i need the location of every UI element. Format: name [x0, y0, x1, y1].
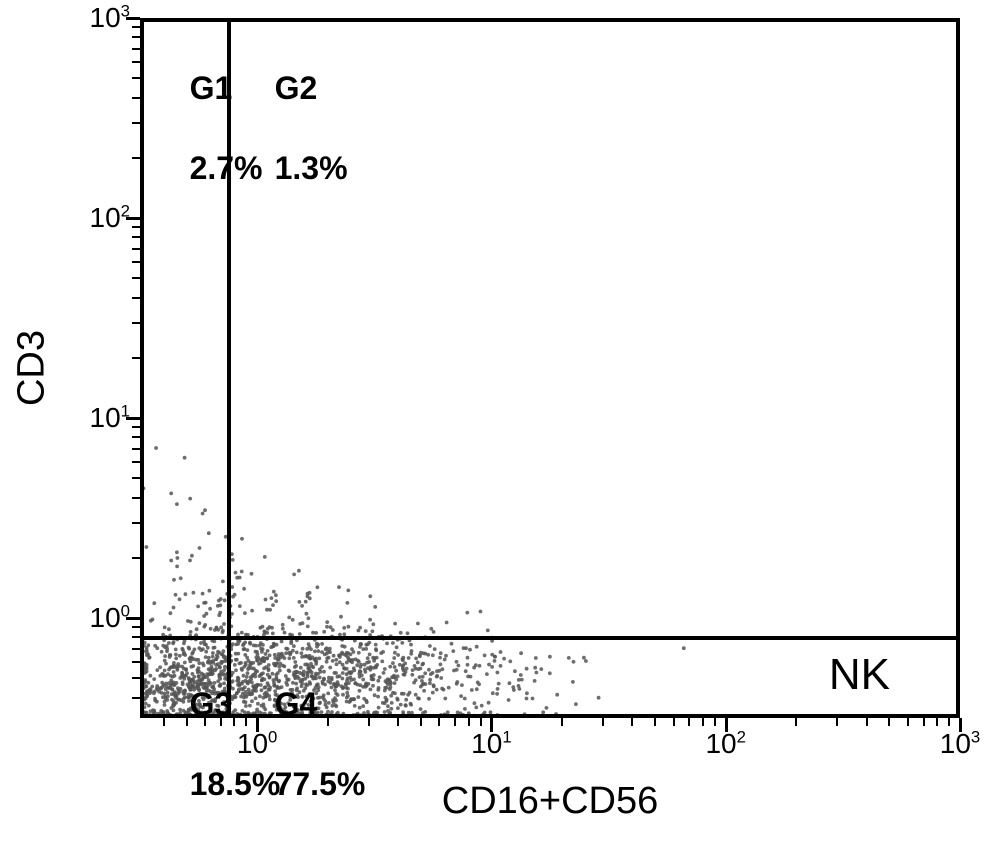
y-tick-minor	[132, 477, 140, 479]
y-tick-label: 100	[70, 602, 130, 634]
y-tick-minor	[132, 236, 140, 238]
x-tick-minor	[420, 718, 422, 726]
y-tick-label: 103	[70, 2, 130, 34]
x-tick-label: 103	[940, 728, 981, 760]
y-tick-minor	[132, 97, 140, 99]
x-tick-minor	[836, 718, 838, 726]
x-tick-minor	[163, 718, 165, 726]
x-tick-minor	[936, 718, 938, 726]
y-tick-major	[126, 17, 140, 20]
gate-g1-name: G1	[190, 70, 233, 106]
y-tick-label: 102	[70, 202, 130, 234]
y-tick-minor	[132, 626, 140, 628]
x-tick-minor	[233, 718, 235, 726]
y-tick-major	[126, 217, 140, 220]
x-tick-major	[959, 718, 962, 732]
y-tick-minor	[132, 157, 140, 159]
y-tick-minor	[132, 248, 140, 250]
y-tick-minor	[132, 661, 140, 663]
gate-g3-name: G3	[190, 686, 233, 722]
x-tick-minor	[186, 718, 188, 726]
scatter-layer	[0, 0, 1000, 839]
x-tick-minor	[673, 718, 675, 726]
x-tick-minor	[702, 718, 704, 726]
y-tick-minor	[132, 357, 140, 359]
x-axis-title: CD16+CD56	[442, 780, 659, 823]
y-tick-minor	[132, 436, 140, 438]
x-tick-minor	[714, 718, 716, 726]
x-tick-major	[725, 718, 728, 732]
x-tick-minor	[602, 718, 604, 726]
x-tick-minor	[368, 718, 370, 726]
x-tick-minor	[654, 718, 656, 726]
gate-g2-name: G2	[275, 70, 318, 106]
x-tick-minor	[688, 718, 690, 726]
y-tick-minor	[132, 261, 140, 263]
y-tick-major	[126, 417, 140, 420]
x-tick-minor	[561, 718, 563, 726]
y-tick-minor	[132, 61, 140, 63]
y-tick-minor	[132, 557, 140, 559]
y-tick-minor	[132, 697, 140, 699]
gate-g4-name: G4	[275, 686, 318, 722]
y-tick-minor	[132, 461, 140, 463]
x-tick-minor	[795, 718, 797, 726]
x-tick-minor	[907, 718, 909, 726]
x-tick-label: 102	[705, 728, 746, 760]
x-tick-minor	[631, 718, 633, 726]
y-tick-minor	[132, 522, 140, 524]
y-tick-minor	[132, 322, 140, 324]
y-axis-title: CD3	[11, 330, 54, 406]
x-tick-minor	[327, 718, 329, 726]
x-tick-minor	[480, 718, 482, 726]
y-tick-minor	[132, 497, 140, 499]
y-tick-minor	[132, 448, 140, 450]
x-tick-minor	[220, 718, 222, 726]
x-tick-minor	[245, 718, 247, 726]
y-tick-minor	[132, 122, 140, 124]
x-tick-minor	[948, 718, 950, 726]
gate-g2-percent: 1.3%	[275, 150, 348, 186]
quadrant-line-horizontal	[140, 636, 960, 640]
gate-g2-label: G2 1.3%	[239, 28, 348, 228]
x-tick-label: 100	[237, 728, 278, 760]
y-tick-minor	[132, 226, 140, 228]
x-tick-minor	[397, 718, 399, 726]
x-tick-minor	[923, 718, 925, 726]
population-label: NK	[829, 650, 890, 700]
y-tick-minor	[132, 36, 140, 38]
chart-container: G1 2.7% G2 1.3% G3 18.5% G4 77.5% NK CD1…	[0, 0, 1000, 839]
gate-g4-percent: 77.5%	[275, 766, 366, 802]
y-tick-label: 101	[70, 402, 130, 434]
y-tick-minor	[132, 77, 140, 79]
x-tick-minor	[204, 718, 206, 726]
y-tick-minor	[132, 426, 140, 428]
y-tick-minor	[132, 48, 140, 50]
y-tick-minor	[132, 677, 140, 679]
y-tick-major	[126, 617, 140, 620]
x-tick-major	[490, 718, 493, 732]
x-tick-minor	[888, 718, 890, 726]
y-tick-minor	[132, 636, 140, 638]
y-tick-minor	[132, 277, 140, 279]
x-tick-minor	[468, 718, 470, 726]
y-tick-minor	[132, 648, 140, 650]
x-tick-minor	[866, 718, 868, 726]
y-tick-minor	[132, 297, 140, 299]
x-tick-major	[256, 718, 259, 732]
y-tick-minor	[132, 26, 140, 28]
x-tick-label: 101	[471, 728, 512, 760]
x-tick-minor	[438, 718, 440, 726]
x-tick-minor	[454, 718, 456, 726]
